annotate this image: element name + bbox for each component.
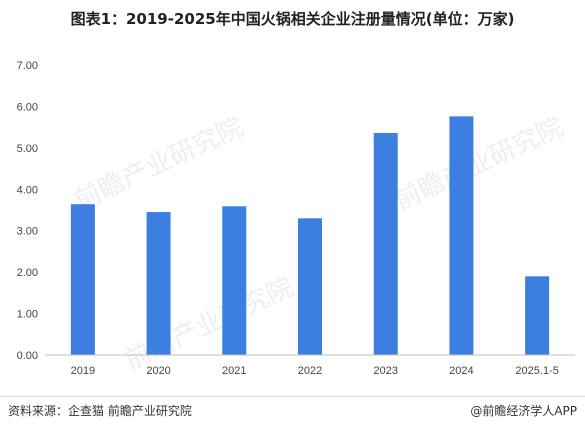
bar-2020 [146,212,171,355]
bar-2022 [298,218,322,355]
y-tick-label: 5.00 [17,143,38,155]
x-tick-label: 2022 [298,365,322,377]
y-tick-label: 7.00 [17,60,38,72]
x-tick-label: 2021 [222,365,246,377]
credit-note: @前瞻经济学人APP [470,404,577,418]
x-tick-label: 2025.1-5 [515,365,558,377]
source-note: 资料来源：企查猫 前瞻产业研究院 [8,404,192,418]
bar-2023 [373,132,398,355]
y-tick-label: 2.00 [17,267,38,279]
x-tick-label: 2024 [449,365,473,377]
y-tick-label: 6.00 [17,101,38,113]
y-tick-label: 1.00 [17,309,38,321]
footer-divider [0,396,585,397]
y-tick-label: 4.00 [17,184,38,196]
bars-group [70,116,550,355]
x-tick-label: 2019 [71,365,95,377]
y-tick-label: 0.00 [17,350,38,362]
x-tick-label: 2020 [146,365,170,377]
x-axis-ticks: 2019 2020 2021 2022 2023 2024 2025.1-5 [71,365,559,377]
x-tick-label: 2023 [373,365,397,377]
bar-2019 [70,204,95,355]
chart-title: 图表1：2019-2025年中国火锅相关企业注册量情况(单位：万家) [70,10,515,28]
y-axis-ticks: 0.00 1.00 2.00 3.00 4.00 5.00 6.00 7.00 [17,60,38,362]
watermark-1: 前瞻产业研究院 [390,112,568,216]
watermark-0: 前瞻产业研究院 [70,112,248,216]
bar-2025.1-5 [525,276,550,355]
y-tick-label: 3.00 [17,226,38,238]
bar-2024 [449,116,474,355]
bar-2021 [222,206,247,355]
